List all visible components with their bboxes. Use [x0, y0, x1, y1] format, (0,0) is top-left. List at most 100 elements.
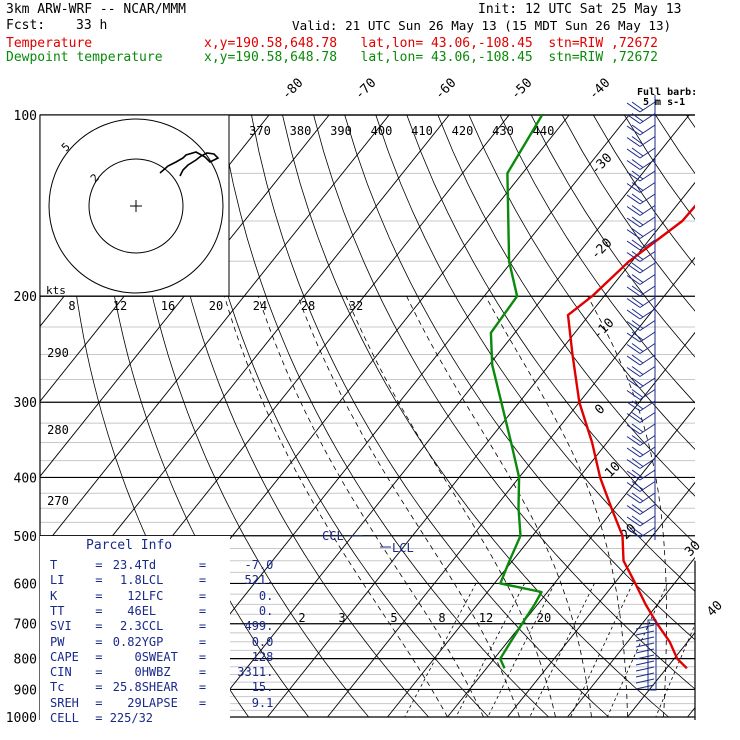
parcel-key: YGP: [141, 634, 164, 649]
temperature-legend: Temperature: [6, 36, 93, 51]
wind-barb-feather: [631, 239, 644, 249]
parcel-row: Tc = 25.8SHEAR = 15.: [50, 680, 274, 695]
wind-barb-feather: [626, 298, 641, 308]
wind-barb-feather: [626, 459, 641, 469]
wind-barb: [639, 354, 656, 366]
parcel-value: 15.: [251, 680, 274, 695]
parcel-value: 0.0: [251, 634, 274, 649]
parcel-key: SREH: [50, 695, 79, 710]
isotherm: [327, 256, 695, 718]
wind-barb: [639, 170, 656, 182]
parcel-row: K = 12LFC = 0.: [50, 588, 274, 603]
isotherm: [40, 115, 330, 478]
wind-barb-low: [647, 619, 657, 691]
parcel-key: LFC: [141, 588, 164, 603]
dry-adiabat: [157, 115, 429, 718]
parcel-key: SWEAT: [141, 649, 178, 664]
hodograph-trace: [159, 151, 220, 177]
hodograph-speed-label: 16: [161, 299, 175, 313]
pressure-label: 900: [14, 683, 37, 698]
wind-barb: [639, 412, 656, 423]
valid-time: Valid: 21 UTC Sun 26 May 13 (15 MDT Sun …: [292, 18, 672, 33]
mixing-ratio-label: 5: [390, 611, 397, 625]
wind-barb-feather: [626, 183, 641, 193]
dry-adiabat: [220, 115, 549, 718]
parcel-info-panel: Parcel Info T = 23.4Td = -7.0 LI = 1.8LCL…: [40, 536, 273, 736]
theta-label-left: 270: [47, 494, 69, 508]
wind-barb-feather: [631, 389, 644, 398]
wind-barb-feather: [631, 228, 644, 237]
parcel-value: 23.4: [112, 558, 142, 572]
isotherm-label: -70: [352, 76, 379, 103]
wind-barb-feather: [631, 320, 644, 329]
isotherm-label: 0: [592, 402, 608, 418]
dry-adiabat: [313, 115, 695, 690]
theta-label: 440: [533, 124, 555, 138]
parcel-key: TT: [50, 603, 65, 618]
parcel-value: 0: [134, 665, 142, 680]
wind-barb-low-feather: [635, 642, 655, 648]
wind-barb-low-feather: [635, 648, 655, 654]
wind-barb-feather: [626, 367, 641, 377]
wind-barb-feather: [626, 275, 641, 285]
mixing-ratio-label: 20: [537, 611, 551, 625]
wind-barb-feather: [626, 493, 641, 504]
hodograph-speed-label: 28: [301, 299, 315, 313]
moist-adiabat: [485, 296, 628, 718]
parcel-key: SHEAR: [141, 680, 178, 695]
parcel-value: 25.8: [112, 680, 142, 695]
mixing-ratio-label: 12: [479, 611, 493, 625]
barb-legend-unit: 5 m s-1: [643, 97, 685, 108]
wind-barb: [639, 320, 656, 331]
wind-barb-feather: [631, 285, 644, 295]
wind-barb: [639, 216, 656, 228]
model-title: 3km ARW-WRF -- NCAR/MMM: [6, 2, 187, 17]
parcel-value: 1.8: [120, 573, 142, 588]
wind-barb-feather: [626, 217, 641, 228]
wind-barb: [639, 205, 656, 216]
wind-barb: [639, 159, 656, 170]
temperature-location: x,y=190.58,648.78 lat,lon= 43.06,-108.45…: [204, 36, 658, 51]
wind-barb: [639, 251, 656, 262]
wind-barb: [639, 458, 656, 469]
wind-barb-feather: [631, 481, 644, 490]
moist-adiabat: [736, 296, 740, 717]
hodograph-speed-label: 24: [253, 299, 267, 313]
wind-barb: [639, 124, 656, 136]
wind-barb-feather: [631, 101, 644, 111]
pressure-label: 1000: [6, 711, 37, 726]
wind-barb: [639, 136, 656, 147]
parcel-value: 0.82: [112, 634, 142, 649]
forecast-hour: 33 h: [76, 18, 108, 33]
dry-adiabat: [624, 115, 695, 221]
wind-barb: [639, 308, 656, 320]
mixing-ratio-line: [529, 583, 595, 718]
wind-barb: [639, 182, 656, 193]
pressure-label: 500: [14, 530, 37, 545]
isotherm: [387, 331, 695, 718]
dry-adiabat: [718, 115, 740, 717]
pressure-label: 600: [14, 577, 37, 592]
wind-barb: [639, 262, 656, 274]
wind-barb-low-feather: [635, 678, 655, 684]
wind-barb: [639, 113, 656, 124]
parcel-value: 2.3: [120, 619, 142, 634]
wind-barb-feather: [631, 446, 644, 456]
wind-barb-feather: [631, 113, 644, 122]
parcel-value: 29: [127, 695, 142, 710]
wind-barb-low-feather: [635, 672, 655, 678]
dewpoint-line: [489, 115, 544, 669]
parcel-value: 0.: [258, 603, 274, 618]
wind-barb-feather: [626, 286, 641, 297]
isotherm-label: -80: [279, 76, 306, 103]
pressure-label: 700: [14, 618, 37, 633]
wind-barb-feather: [626, 309, 641, 320]
pressure-label: 400: [14, 471, 37, 486]
wind-barb-feather: [626, 263, 641, 274]
wind-barb-feather: [626, 401, 641, 412]
wind-barb-feather: [626, 252, 641, 262]
lcl-marker: LCL: [392, 541, 414, 555]
wind-barb-feather: [626, 470, 641, 481]
parcel-row: PW = 0.82YGP = 0.0: [50, 634, 274, 649]
wind-barb: [639, 377, 656, 389]
